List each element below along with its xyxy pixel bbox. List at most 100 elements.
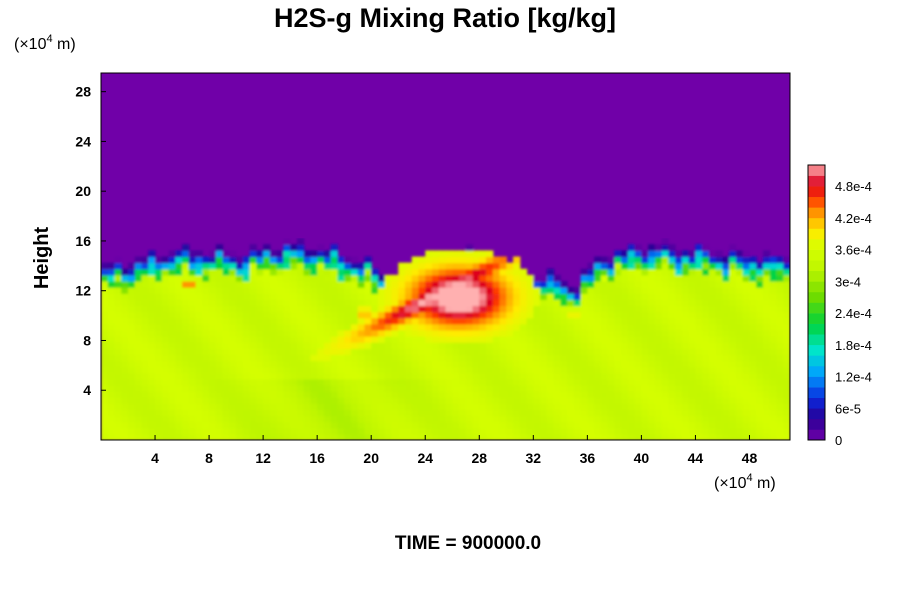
heatmap-cell	[249, 268, 257, 276]
heatmap-cell	[357, 305, 366, 313]
heatmap-cell	[195, 391, 203, 398]
heatmap-cell	[236, 415, 244, 423]
heatmap-cell	[323, 299, 332, 307]
heatmap-cell	[506, 348, 514, 355]
heatmap-cell	[627, 311, 636, 319]
heatmap-cell	[769, 384, 778, 392]
heatmap-cell	[675, 433, 683, 440]
heatmap-cell	[486, 256, 494, 264]
heatmap-cell	[479, 262, 487, 270]
heatmap-cell	[236, 433, 244, 440]
heatmap-cell	[681, 311, 690, 319]
heatmap-cell	[634, 372, 642, 380]
heatmap-cell	[202, 378, 210, 386]
heatmap-cell	[452, 299, 460, 307]
heatmap-cell	[269, 323, 278, 331]
heatmap-cell	[614, 268, 622, 276]
heatmap-cell	[438, 287, 447, 294]
colorbar-swatch	[808, 165, 825, 176]
heatmap-cell	[222, 311, 230, 319]
heatmap-cell	[627, 329, 636, 337]
heatmap-cell	[283, 378, 291, 386]
heatmap-cell	[695, 329, 703, 337]
heatmap-cell	[215, 293, 224, 300]
heatmap-cell	[411, 348, 420, 355]
heatmap-cell	[459, 342, 467, 349]
heatmap-cell	[371, 336, 379, 343]
heatmap-cell	[202, 421, 210, 429]
heatmap-cell	[276, 342, 284, 349]
heatmap-cell	[188, 421, 197, 429]
heatmap-cell	[465, 348, 474, 355]
heatmap-cell	[573, 329, 582, 337]
heatmap-cell	[600, 391, 609, 398]
heatmap-cell	[783, 293, 790, 300]
heatmap-cell	[580, 433, 588, 440]
heatmap-cell	[337, 299, 345, 307]
heatmap-cell	[263, 274, 271, 282]
heatmap-cell	[256, 427, 264, 435]
heatmap-cell	[648, 354, 656, 362]
heatmap-cell	[161, 336, 170, 343]
heatmap-cell	[168, 391, 176, 398]
heatmap-cell	[269, 348, 278, 355]
heatmap-cell	[141, 329, 149, 337]
heatmap-cell	[553, 280, 561, 288]
heatmap-cell	[600, 415, 609, 423]
heatmap-cell	[783, 378, 790, 386]
heatmap-cell	[621, 348, 629, 355]
heatmap-cell	[742, 250, 751, 258]
heatmap-cell	[337, 274, 345, 282]
heatmap-cell	[141, 427, 149, 435]
colorbar-swatch	[808, 249, 825, 261]
heatmap-cell	[661, 305, 670, 313]
heatmap-cell	[350, 348, 359, 355]
heatmap-cell	[452, 305, 460, 313]
heatmap-cell	[681, 305, 690, 313]
colorbar-tick-label: 4.8e-4	[835, 179, 872, 194]
heatmap-cell	[296, 323, 305, 331]
heatmap-cell	[621, 354, 629, 362]
heatmap-cell	[526, 397, 534, 404]
heatmap-cell	[141, 317, 149, 325]
heatmap-cell	[486, 421, 494, 429]
heatmap-cell	[121, 421, 129, 429]
heatmap-cell	[594, 354, 602, 362]
heatmap-cell	[121, 317, 129, 325]
heatmap-cell	[452, 378, 460, 386]
heatmap-cell	[168, 403, 176, 411]
heatmap-cell	[634, 378, 642, 386]
heatmap-cell	[492, 274, 501, 282]
heatmap-cell	[783, 354, 790, 362]
heatmap-cell	[749, 323, 757, 331]
heatmap-cell	[735, 378, 744, 386]
heatmap-cell	[209, 378, 217, 386]
heatmap-cell	[188, 403, 197, 411]
heatmap-cell	[404, 280, 413, 288]
heatmap-cell	[425, 403, 433, 411]
heatmap-cell	[398, 354, 406, 362]
heatmap-cell	[249, 354, 257, 362]
heatmap-cell	[398, 415, 406, 423]
heatmap-cell	[735, 409, 744, 417]
heatmap-cell	[344, 403, 352, 411]
heatmap-cell	[465, 280, 474, 288]
heatmap-cell	[263, 317, 271, 325]
heatmap-cell	[715, 317, 724, 325]
heatmap-cell	[715, 323, 724, 331]
heatmap-cell	[161, 391, 170, 398]
heatmap-cell	[357, 403, 366, 411]
heatmap-cell	[344, 366, 352, 374]
heatmap-cell	[513, 268, 521, 276]
colorbar-swatch	[808, 334, 825, 346]
heatmap-cell	[209, 268, 217, 276]
heatmap-cell	[526, 360, 534, 368]
heatmap-cell	[168, 397, 176, 404]
heatmap-cell	[323, 384, 332, 392]
heatmap-cell	[296, 299, 305, 307]
heatmap-cell	[445, 305, 453, 313]
heatmap-cell	[195, 360, 203, 368]
heatmap-cell	[567, 403, 575, 411]
heatmap-cell	[296, 336, 305, 343]
heatmap-cell	[411, 317, 420, 325]
